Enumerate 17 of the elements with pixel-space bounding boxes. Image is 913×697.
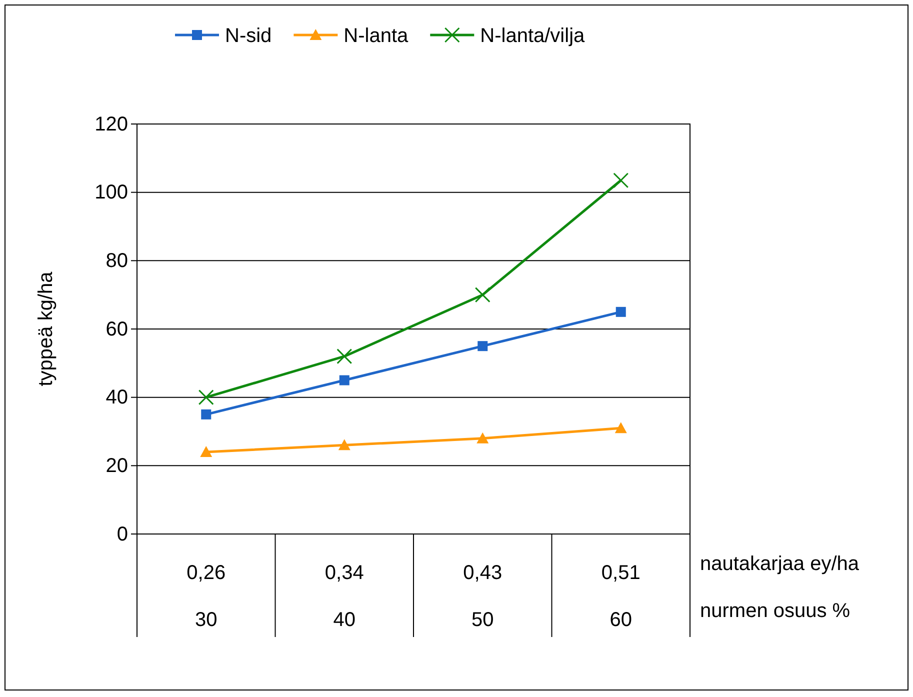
category-label: 0,43 50 bbox=[463, 562, 502, 631]
legend-label: N-lanta/vilja bbox=[480, 25, 586, 47]
category-label: 0,51 60 bbox=[601, 562, 640, 631]
text: nautakarjaa ey/ha bbox=[700, 553, 860, 575]
legend-label: N-sid bbox=[225, 25, 272, 47]
y-tick-label: 40 bbox=[106, 386, 128, 409]
y-tick-label: 20 bbox=[106, 455, 128, 478]
y-tick-label: 100 bbox=[94, 182, 128, 204]
category-label: 0,26 30 bbox=[186, 562, 226, 631]
y-tick-label: 80 bbox=[106, 250, 128, 272]
category-label: 0,34 40 bbox=[324, 562, 364, 631]
y-tick-label: 120 bbox=[94, 113, 128, 136]
y-tick-label: 0 bbox=[116, 523, 128, 546]
text: nurmen osuus % bbox=[700, 600, 850, 622]
y-axis-title: typpeä kg/ha bbox=[35, 270, 57, 386]
legend-label: N-lanta bbox=[344, 25, 410, 47]
y-tick-label: 60 bbox=[106, 318, 128, 340]
